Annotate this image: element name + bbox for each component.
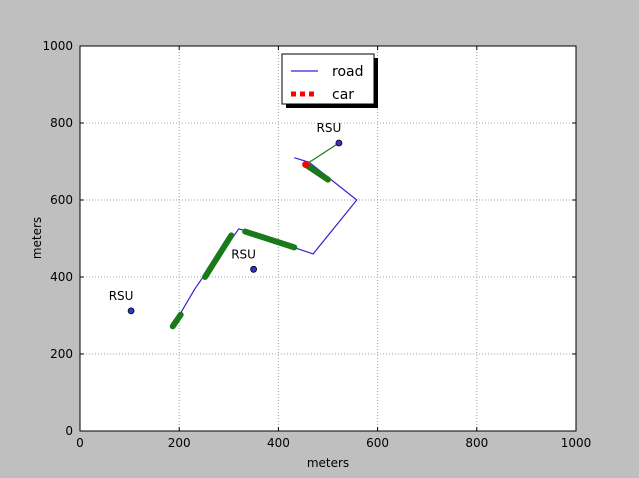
rsu-link-line <box>305 142 340 166</box>
legend-car-label: car <box>332 87 354 103</box>
rsu-marker <box>250 265 258 273</box>
x-tick-label: 800 <box>465 436 488 450</box>
rsu-label: RSU <box>317 121 342 135</box>
y-tick-label: 800 <box>50 116 73 130</box>
coverage-segment <box>201 232 235 280</box>
x-tick-label: 1000 <box>561 436 592 450</box>
coverage-segment <box>302 161 331 183</box>
car-marker <box>302 161 310 169</box>
x-tick-label: 600 <box>366 436 389 450</box>
rsu-marker <box>335 139 343 147</box>
x-tick-label: 400 <box>267 436 290 450</box>
legend-road-label: road <box>332 64 363 80</box>
rsu-label: RSU <box>109 289 134 303</box>
coverage-segment <box>242 228 298 251</box>
rsu-marker <box>127 307 135 315</box>
x-axis-label: meters <box>307 456 349 470</box>
y-tick-label: 600 <box>50 193 73 207</box>
plot-marks: RSU RSU RSU <box>109 121 358 330</box>
grid <box>80 46 576 431</box>
plot-frame <box>79 45 577 432</box>
axis-ticks: 0 200 400 600 800 1000 0 200 400 600 800 1000 <box>42 39 591 450</box>
x-tick-label: 0 <box>76 436 84 450</box>
coverage-segment <box>169 311 184 330</box>
y-axis-label: meters <box>30 217 44 259</box>
legend-box <box>281 53 375 105</box>
legend: road car <box>281 53 378 108</box>
y-tick-label: 0 <box>65 424 73 438</box>
y-tick-label: 1000 <box>42 39 73 53</box>
rsu-label: RSU <box>231 247 256 261</box>
x-tick-label: 200 <box>168 436 191 450</box>
y-tick-label: 400 <box>50 270 73 284</box>
y-tick-label: 200 <box>50 347 73 361</box>
plot-area <box>80 46 576 431</box>
